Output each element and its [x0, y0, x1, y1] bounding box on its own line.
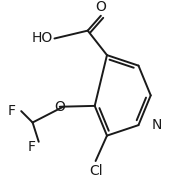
Text: O: O [96, 0, 106, 14]
Text: F: F [8, 104, 16, 118]
Text: O: O [54, 100, 65, 114]
Text: N: N [152, 118, 162, 132]
Text: Cl: Cl [89, 164, 102, 178]
Text: HO: HO [32, 32, 53, 46]
Text: F: F [27, 140, 35, 154]
